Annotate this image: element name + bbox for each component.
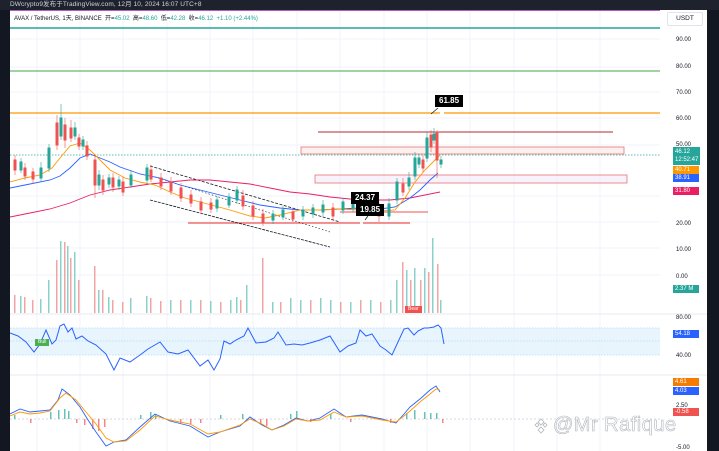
currency-selector[interactable]: USDT bbox=[667, 12, 703, 26]
symbol-legend: AVAX / TetherUS, 1天, BINANCE 开=45.02 高=4… bbox=[14, 13, 258, 22]
rsi-tick: 80.00 bbox=[676, 315, 692, 321]
high-value: 48.60 bbox=[142, 16, 158, 22]
ma-short-tag: 40.71 bbox=[673, 166, 699, 174]
grid-vertical bbox=[36, 10, 601, 451]
symbol-name: AVAX / TetherUS, 1天, BINANCE bbox=[14, 16, 102, 22]
open-label: 开= bbox=[105, 16, 115, 22]
price-tick: 10.00 bbox=[676, 247, 692, 253]
macd-histogram bbox=[14, 409, 444, 431]
binance-logo-icon bbox=[534, 418, 548, 434]
channel-upper bbox=[149, 165, 341, 223]
high-price-callout[interactable]: 61.85 bbox=[435, 95, 464, 107]
macd-tick: 2.50 bbox=[676, 403, 688, 409]
signal-line bbox=[10, 388, 441, 443]
low-value: 42.28 bbox=[170, 16, 186, 22]
rsi-line bbox=[10, 323, 445, 372]
upper-level-callout[interactable]: 24.37 bbox=[351, 192, 380, 204]
volume-bars bbox=[14, 238, 442, 313]
high-label: 高= bbox=[132, 16, 143, 22]
price-tick: 50.00 bbox=[676, 142, 692, 148]
rsi-value-tag: 54.18 bbox=[673, 330, 699, 338]
price-axis: 90.00 80.00 70.00 60.00 50.00 20.00 10.0… bbox=[676, 37, 692, 451]
macd-line bbox=[10, 385, 441, 447]
chart-canvas[interactable]: AVAX / TetherUS, 1天, BINANCE 开=45.02 高=4… bbox=[10, 10, 707, 451]
candle-countdown: 12:52:47 bbox=[675, 157, 699, 163]
change-value: +1.10 (+2.44%) bbox=[216, 16, 258, 22]
price-tick: 70.00 bbox=[676, 90, 692, 96]
price-tick: 60.00 bbox=[676, 116, 692, 122]
macd-tick: -5.00 bbox=[676, 445, 690, 451]
open-value: 45.02 bbox=[114, 16, 130, 22]
left-border bbox=[0, 10, 10, 451]
last-price-value: 46.12 bbox=[675, 149, 691, 155]
close-label: 收= bbox=[188, 16, 199, 22]
last-price-tag: 46.12 12:52:47 bbox=[673, 147, 701, 165]
author-watermark: @Mr Rafique bbox=[553, 414, 677, 437]
close-value: 46.12 bbox=[198, 16, 214, 22]
candles bbox=[13, 104, 443, 226]
chart-svg: 90.00 80.00 70.00 60.00 50.00 20.00 10.0… bbox=[10, 10, 707, 451]
histogram-value-tag: -0.58 bbox=[673, 408, 699, 416]
rsi-tick: 40.00 bbox=[676, 353, 692, 359]
publisher-bar: DWcrypto9发布于TradingView.com, 12月 10, 202… bbox=[0, 0, 719, 10]
grid-horizontal bbox=[10, 38, 660, 276]
price-tick: 20.00 bbox=[676, 221, 692, 227]
rsi-bull-label: Bull bbox=[35, 339, 50, 346]
right-border bbox=[707, 10, 719, 451]
ma-short-line bbox=[10, 142, 441, 219]
ma-mid-tag: 38.91 bbox=[673, 174, 699, 182]
demand-zone bbox=[314, 174, 628, 184]
supply-zone bbox=[300, 146, 625, 155]
rsi-band bbox=[10, 328, 660, 355]
price-tick: 0.00 bbox=[676, 274, 688, 280]
signal-value-tag: 4.03 bbox=[673, 387, 699, 395]
rsi-bear-label: Bear bbox=[405, 306, 422, 313]
channel-lower bbox=[149, 199, 331, 248]
price-tick: 90.00 bbox=[676, 37, 692, 43]
low-label: 低= bbox=[160, 16, 171, 22]
lower-level-callout[interactable]: 19.85 bbox=[356, 204, 385, 216]
publisher-text: DWcrypto9发布于TradingView.com, 12月 10, 202… bbox=[10, 1, 202, 8]
ma-long-tag: 31.80 bbox=[673, 187, 699, 195]
macd-value-tag: 4.61 bbox=[673, 378, 699, 386]
price-tick: 80.00 bbox=[676, 64, 692, 70]
volume-tag: 2.37 M bbox=[673, 285, 699, 293]
